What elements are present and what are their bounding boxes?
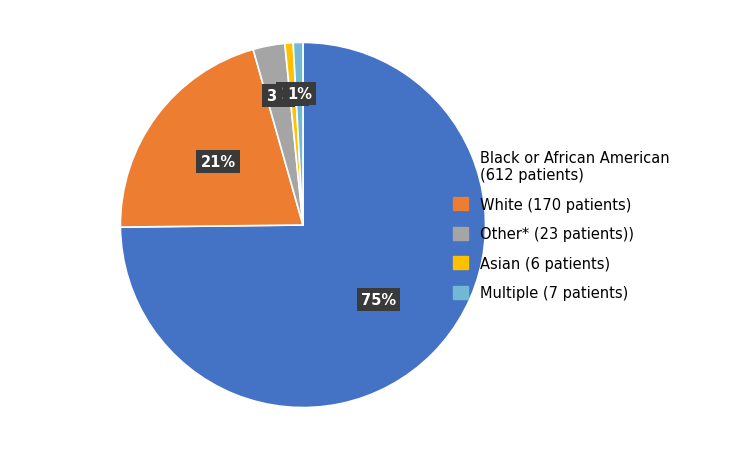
- Wedge shape: [293, 43, 303, 226]
- Text: 1%: 1%: [287, 87, 312, 102]
- Wedge shape: [253, 44, 303, 226]
- Wedge shape: [120, 50, 303, 228]
- Text: 21%: 21%: [201, 155, 235, 170]
- Legend: Black or African American
(612 patients), White (170 patients), Other* (23 patie: Black or African American (612 patients)…: [453, 150, 669, 301]
- Wedge shape: [120, 43, 486, 408]
- Text: 1%: 1%: [280, 87, 305, 102]
- Text: 75%: 75%: [361, 292, 396, 307]
- Wedge shape: [285, 44, 303, 226]
- Text: 3%: 3%: [266, 89, 291, 104]
